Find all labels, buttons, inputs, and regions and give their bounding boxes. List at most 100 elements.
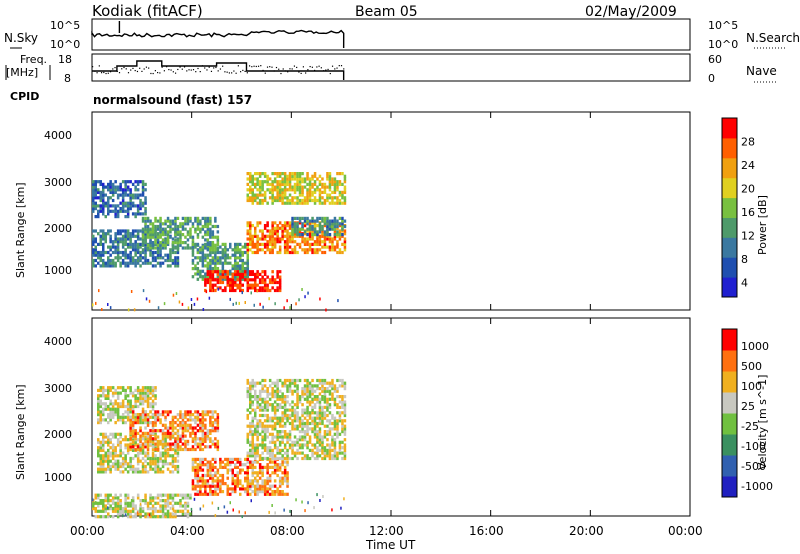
velocity-cell [169, 512, 172, 516]
power-cell [214, 288, 217, 293]
velocity-cell [301, 421, 304, 426]
power-cell [276, 188, 279, 192]
power-cell [234, 253, 237, 257]
velocity-cell [204, 457, 207, 461]
velocity-cell [184, 447, 187, 452]
power-cell [219, 245, 222, 249]
power-cell [286, 245, 289, 249]
power-ytick-3000: 3000 [44, 176, 72, 189]
power-cell [174, 234, 177, 238]
velocity-cell [114, 399, 117, 403]
velocity-cell [211, 421, 215, 425]
velocity-cell [308, 427, 312, 431]
power-cell [97, 212, 100, 216]
velocity-cell [216, 479, 220, 483]
velocity-cell [99, 399, 102, 403]
power-cell [306, 229, 309, 233]
velocity-cell [296, 392, 299, 396]
power-cell [249, 172, 252, 176]
power-cell [328, 224, 332, 229]
velocity-cell [99, 446, 102, 450]
power-cell [336, 185, 339, 189]
power-cell [333, 233, 337, 237]
velocity-cell [151, 496, 155, 500]
velocity-cell [254, 389, 257, 393]
velocity-cell [121, 386, 125, 390]
velocity-cell [254, 416, 257, 420]
power-cell [191, 245, 195, 249]
velocity-cell [338, 451, 342, 455]
power-cell [296, 188, 299, 192]
velocity-cell [201, 460, 205, 464]
power-cell [206, 275, 210, 279]
velocity-cell [189, 496, 192, 500]
velocity-cell [161, 493, 165, 497]
velocity-cell [226, 457, 229, 461]
power-cell [291, 216, 294, 220]
velocity-cell [301, 413, 304, 418]
power-cell [111, 185, 115, 189]
power-cell [129, 261, 132, 265]
velocity-cell [214, 473, 217, 478]
xtick-2: 08:00 [270, 524, 305, 538]
power-cell [97, 250, 100, 255]
velocity-cell [159, 493, 162, 497]
power-noise [142, 289, 145, 293]
velocity-cell [184, 415, 187, 419]
power-cell [159, 219, 162, 223]
velocity-cell [281, 482, 284, 486]
velocity-cell [97, 440, 100, 444]
velocity-colorbar-tick: 500 [741, 360, 762, 373]
power-cell [286, 201, 289, 205]
velocity-cell [278, 389, 282, 393]
velocity-colorbar-swatch [722, 434, 737, 456]
power-cell [92, 253, 95, 257]
power-cell [323, 216, 327, 220]
power-cell [256, 224, 259, 228]
velocity-cell [343, 446, 347, 450]
power-cell [204, 216, 207, 220]
power-cell [246, 280, 249, 285]
velocity-cell [149, 456, 152, 461]
velocity-cell [283, 384, 287, 388]
power-cell [151, 235, 155, 239]
power-cell [308, 242, 312, 246]
power-cell [107, 261, 110, 265]
velocity-cell [333, 387, 337, 391]
velocity-cell [301, 424, 304, 428]
velocity-cell [151, 437, 155, 441]
nave-point [100, 72, 103, 74]
power-cell [102, 264, 105, 268]
power-cell [343, 177, 347, 181]
velocity-cell [286, 389, 289, 393]
power-cell [196, 269, 200, 273]
velocity-cell [333, 384, 337, 388]
velocity-cell [176, 423, 180, 427]
power-cell [303, 221, 307, 225]
power-cell [131, 248, 135, 252]
velocity-cell [109, 402, 112, 406]
velocity-cell [323, 387, 327, 391]
velocity-cell [209, 463, 212, 467]
power-cell [189, 235, 192, 239]
power-cell [249, 180, 252, 184]
velocity-cell [131, 448, 135, 452]
power-cell [244, 272, 247, 276]
power-cell [151, 243, 155, 247]
velocity-cell [134, 429, 137, 433]
velocity-cell [129, 423, 132, 427]
velocity-cell [256, 471, 259, 475]
power-noise [307, 291, 309, 295]
velocity-cell [186, 439, 190, 443]
velocity-cell [286, 482, 289, 486]
velocity-cell [281, 476, 284, 480]
nave-point [336, 67, 338, 69]
velocity-cell [278, 468, 282, 472]
power-cell [169, 264, 172, 268]
velocity-cell [323, 411, 327, 415]
velocity-cell [276, 468, 279, 472]
power-cell [266, 286, 269, 290]
power-cell [224, 261, 227, 265]
velocity-cell [121, 399, 125, 403]
velocity-cell [291, 451, 294, 455]
